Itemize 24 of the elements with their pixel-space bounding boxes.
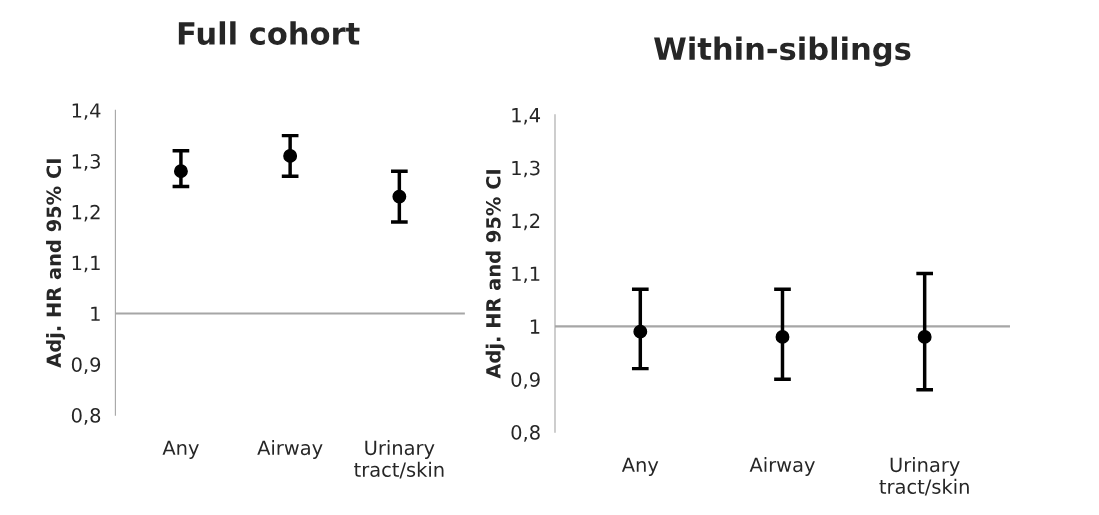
x-tick-label: Airway [257, 440, 323, 459]
y-tick-label: 1,2 [512, 213, 540, 231]
y-axis-title: Adj. HR and 95% CI [46, 159, 66, 368]
chart-title: Within-siblings [654, 36, 911, 67]
chart-title: Full cohort [178, 21, 360, 45]
y-tick-label: 1,2 [72, 204, 100, 222]
y-tick-label: 0,8 [71, 408, 101, 425]
y-tick-label: 1 [91, 306, 100, 321]
x-tick-label: Urinary tract/skin [354, 440, 444, 479]
y-tick-label: 1 [530, 319, 540, 334]
y-tick-label: 1,4 [72, 103, 101, 120]
y-tick-label: 0,9 [71, 357, 101, 374]
y-tick-label: 0,8 [511, 425, 540, 442]
x-tick-label: Urinary tract/skin [879, 457, 969, 496]
y-tick-label: 1,4 [512, 108, 541, 125]
x-tick-label: Any [162, 440, 199, 459]
y-tick-label: 1,1 [512, 266, 540, 284]
y-tick-label: 1,3 [72, 153, 100, 171]
y-axis-title: Adj. HR and 95% CI [485, 170, 505, 379]
y-tick-label: 0,9 [511, 372, 540, 389]
x-tick-label: Any [621, 457, 659, 476]
y-tick-label: 1,3 [512, 160, 540, 178]
x-tick-label: Airway [749, 457, 815, 476]
y-tick-label: 1,1 [72, 255, 100, 273]
